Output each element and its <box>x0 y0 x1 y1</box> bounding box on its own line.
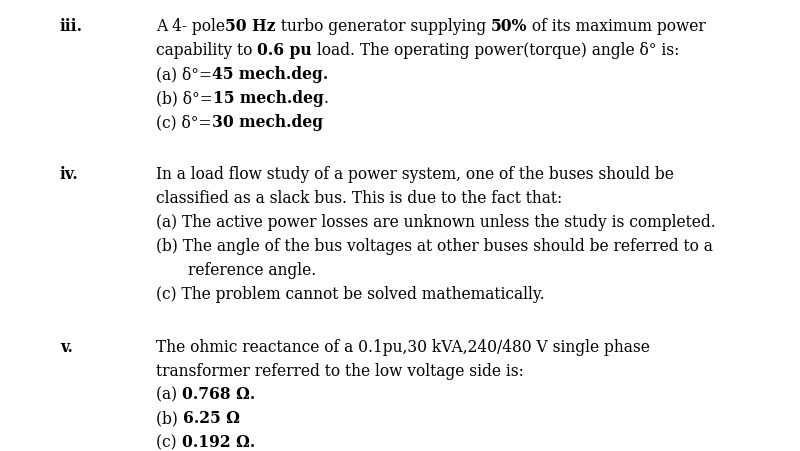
Text: (c) δ°=: (c) δ°= <box>156 114 211 131</box>
Text: 6.25 Ω: 6.25 Ω <box>182 410 240 427</box>
Text: iii.: iii. <box>60 18 83 35</box>
Text: (b) The angle of the bus voltages at other buses should be referred to a: (b) The angle of the bus voltages at oth… <box>156 238 713 255</box>
Text: 30 mech.deg: 30 mech.deg <box>211 114 322 131</box>
Text: iv.: iv. <box>60 166 78 183</box>
Text: 50 Hz: 50 Hz <box>225 18 275 35</box>
Text: capability to: capability to <box>156 42 258 59</box>
Text: 15 mech.deg: 15 mech.deg <box>213 90 324 107</box>
Text: (a): (a) <box>156 386 182 403</box>
Text: 50%: 50% <box>490 18 527 35</box>
Text: v.: v. <box>60 338 73 355</box>
Text: A 4- pole: A 4- pole <box>156 18 225 35</box>
Text: (b): (b) <box>156 410 182 427</box>
Text: (a) δ°=: (a) δ°= <box>156 66 212 83</box>
Text: (c): (c) <box>156 433 182 451</box>
Text: turbo generator supplying: turbo generator supplying <box>275 18 490 35</box>
Text: 45 mech.deg.: 45 mech.deg. <box>212 66 328 83</box>
Text: load. The operating power(torque) angle δ° is:: load. The operating power(torque) angle … <box>312 42 679 59</box>
Text: .: . <box>324 90 329 107</box>
Text: (b) δ°=: (b) δ°= <box>156 90 213 107</box>
Text: The ohmic reactance of a 0.1pu,30 kVA,240/480 V single phase: The ohmic reactance of a 0.1pu,30 kVA,24… <box>156 338 650 355</box>
Text: 0.6 pu: 0.6 pu <box>258 42 312 59</box>
Text: In a load flow study of a power system, one of the buses should be: In a load flow study of a power system, … <box>156 166 674 183</box>
Text: 0.192 Ω.: 0.192 Ω. <box>182 433 254 451</box>
Text: 0.768 Ω.: 0.768 Ω. <box>182 386 255 403</box>
Text: reference angle.: reference angle. <box>188 262 316 279</box>
Text: (a) The active power losses are unknown unless the study is completed.: (a) The active power losses are unknown … <box>156 214 716 231</box>
Text: (c) The problem cannot be solved mathematically.: (c) The problem cannot be solved mathema… <box>156 285 545 303</box>
Text: classified as a slack bus. This is due to the fact that:: classified as a slack bus. This is due t… <box>156 190 562 207</box>
Text: of its maximum power: of its maximum power <box>527 18 706 35</box>
Text: transformer referred to the low voltage side is:: transformer referred to the low voltage … <box>156 362 524 379</box>
